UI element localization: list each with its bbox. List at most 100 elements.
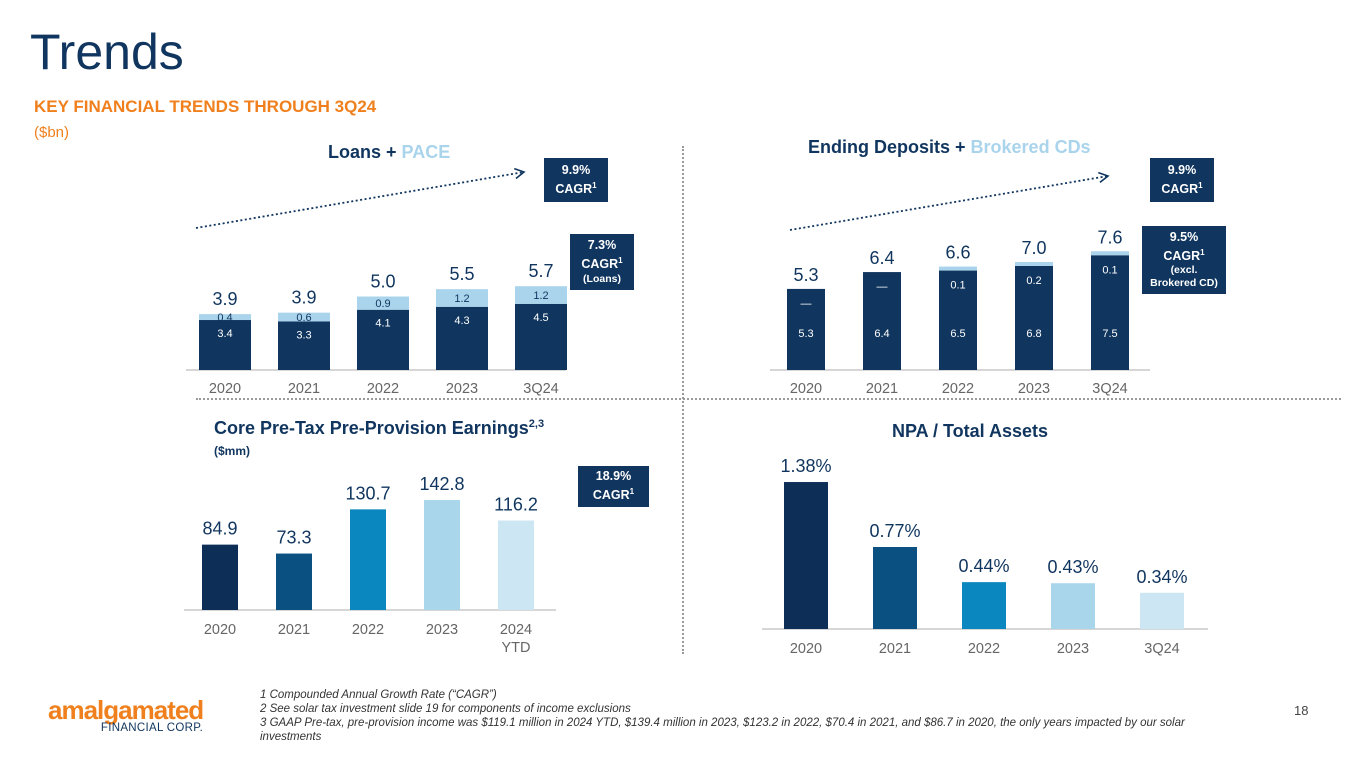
deposits-bar-core	[863, 272, 901, 370]
loans-total-label: 5.7	[528, 261, 553, 281]
g-npa-value-label: 0.43%	[1047, 557, 1098, 577]
page-title: Trends	[30, 24, 184, 80]
deposits-bar-brokered	[939, 266, 977, 271]
deposits-value-label: 6.4	[874, 328, 889, 340]
loans-total-label: 5.5	[449, 264, 474, 284]
deposits-bar-core	[1015, 265, 1053, 370]
g-npa-value-label: 0.44%	[958, 556, 1009, 576]
deposits-total-label: 6.6	[945, 243, 970, 263]
loans-badge-a-line-0: 9.9%	[561, 162, 591, 177]
brokered-value-label: 0.1	[950, 280, 965, 292]
loans-badge-b-line-0: 7.3%	[587, 238, 617, 253]
g-ppe-value-label: 130.7	[345, 483, 390, 503]
g-ppe-value-label: 84.9	[202, 519, 237, 539]
pace-value-label: 0.4	[217, 312, 232, 324]
page-subtitle: KEY FINANCIAL TRENDS THROUGH 3Q24	[34, 97, 377, 116]
pace-value-label: 0.9	[375, 298, 390, 310]
footnote-1: 1 Compounded Annual Growth Rate (“CAGR”)	[260, 689, 497, 701]
logo-wordmark: amalgamated	[48, 695, 204, 725]
loans-total-label: 3.9	[212, 289, 237, 309]
deposits-category-label: 2022	[942, 381, 974, 397]
deposits-value-label: 5.3	[798, 328, 813, 340]
loans-bar-loans	[515, 303, 567, 370]
ppe-chart-title: Core Pre-Tax Pre-Provision Earnings2,3	[214, 418, 544, 439]
loans-bar-loans	[278, 321, 330, 370]
loans-category-label: 3Q24	[523, 381, 558, 397]
deposits-bar-core	[939, 270, 977, 370]
deposits-total-label: 5.3	[793, 265, 818, 285]
g-npa-bar	[962, 582, 1006, 629]
g-npa-value-label: 0.77%	[869, 521, 920, 541]
g-ppe-category-label: YTD	[502, 640, 531, 656]
loans-value-label: 4.1	[375, 318, 390, 330]
deposits-badge-b-line-1: CAGR1	[1163, 247, 1205, 264]
loans-bar-loans	[357, 309, 409, 370]
ppe-chart: 84.9 2020 73.3 2021 130.7 2022 142.8 2023 116.2 2…	[184, 474, 556, 656]
loans-total-label: 5.0	[370, 272, 395, 292]
loans-title-highlight: PACE	[401, 142, 451, 162]
brokered-value-label: 0.2	[1026, 275, 1041, 287]
vertical-divider	[682, 146, 684, 654]
deposits-badge-b-line-2: (excl.	[1170, 264, 1198, 277]
pace-value-label: 1.2	[533, 290, 548, 302]
ppe-unit: ($mm)	[214, 444, 251, 458]
deposits-badge-a-line-0: 9.9%	[1167, 162, 1197, 177]
g-ppe-value-label: 73.3	[276, 528, 311, 548]
pace-value-label: 1.2	[454, 293, 469, 305]
g-npa-category-label: 3Q24	[1144, 641, 1179, 657]
loans-trend-arrow	[195, 167, 526, 229]
unit-label: ($bn)	[34, 124, 70, 141]
g-npa-category-label: 2023	[1057, 641, 1089, 657]
loans-value-label: 3.3	[296, 329, 311, 341]
g-npa-bar	[873, 546, 917, 629]
brokered-value-label: —	[801, 298, 812, 310]
loans-category-label: 2023	[446, 381, 478, 397]
loans-chart-title: Loans + PACE	[328, 142, 450, 163]
g-ppe-bar	[424, 500, 460, 610]
deposits-title-main: Ending Deposits +	[808, 137, 971, 157]
g-ppe-category-label: 2023	[426, 622, 458, 638]
deposits-bar-brokered	[1091, 251, 1129, 256]
loans-bar-pace	[278, 312, 330, 322]
loans-bar-pace	[199, 314, 251, 321]
loans-category-label: 2020	[209, 381, 241, 397]
loans-total-label: 3.9	[291, 288, 316, 308]
horizontal-divider	[196, 398, 1341, 400]
g-ppe-value-label: 142.8	[419, 474, 464, 494]
loans-category-label: 2022	[367, 381, 399, 397]
g-npa-value-label: 0.34%	[1136, 567, 1187, 587]
deposits-category-label: 2023	[1018, 381, 1050, 397]
loans-badge-b-line-1: CAGR1	[581, 256, 623, 272]
loans-category-label: 2021	[288, 381, 320, 397]
deposits-total-label: 7.6	[1097, 227, 1122, 247]
loans-value-label: 3.4	[217, 328, 232, 340]
g-ppe-category-label: 2020	[204, 622, 236, 638]
g-npa-bar	[784, 482, 828, 629]
g-npa-bar	[1140, 592, 1184, 629]
brokered-value-label: —	[877, 281, 888, 293]
footnote-3: 3 GAAP Pre-tax, pre-provision income was…	[260, 717, 1185, 743]
footnotes: 1 Compounded Annual Growth Rate (“CAGR”)…	[260, 688, 1220, 744]
g-npa-value-label: 1.38%	[780, 456, 831, 476]
deposits-badge-b-line-0: 9.5%	[1169, 229, 1199, 244]
loans-bar-pace	[436, 289, 488, 307]
g-ppe-category-label: 2022	[352, 622, 384, 638]
deposits-value-label: 6.5	[950, 328, 965, 340]
deposits-chart-title: Ending Deposits + Brokered CDs	[808, 137, 1091, 158]
deposits-total-label: 6.4	[869, 248, 894, 268]
g-ppe-bar	[350, 509, 386, 610]
deposits-trend-arrow	[789, 171, 1110, 231]
ppe-badge-a-line-0: 18.9%	[595, 469, 632, 484]
deposits-value-label: 6.8	[1026, 328, 1041, 340]
loans-bar-loans	[436, 306, 488, 370]
loans-bar-pace	[515, 286, 567, 304]
g-ppe-bar	[498, 520, 534, 610]
g-ppe-category-label: 2021	[278, 622, 310, 638]
pace-value-label: 0.6	[296, 312, 311, 324]
deposits-badge-a-line-1: CAGR1	[1161, 180, 1203, 197]
loans-badge-b-footnote-ref: 1	[618, 256, 623, 266]
npa-chart: 1.38% 2020 0.77% 2021 0.44% 2022 0.43% 2023 0.34…	[762, 456, 1208, 657]
loans-chart: 3.4 0.4 3.9 2020 3.3 0.6 3.9 2021 4.1 0.9 5.0 2022 4…	[186, 261, 567, 397]
loans-value-label: 4.3	[454, 315, 469, 327]
